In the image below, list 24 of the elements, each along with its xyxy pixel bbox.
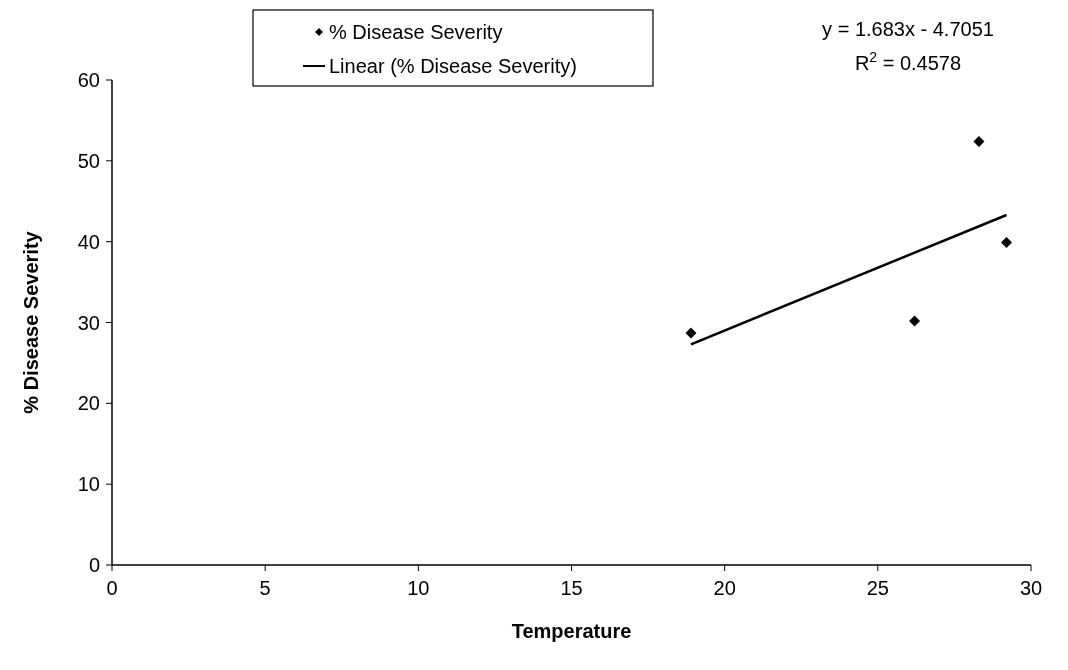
x-tick-label: 25 [866, 577, 889, 599]
x-tick-label: 15 [560, 577, 583, 599]
x-tick-label: 5 [259, 577, 271, 599]
x-axis-title: Temperature [511, 620, 632, 642]
legend-label: % Disease Severity [329, 21, 503, 43]
point [685, 327, 697, 339]
y-tick-label: 50 [77, 149, 100, 172]
y-tick-label: 60 [77, 69, 100, 91]
y-tick-label: 30 [77, 311, 100, 334]
text: y = 1.683x - 4.7051 [822, 18, 994, 40]
y-tick-label: 0 [88, 554, 100, 576]
y-tick-label: 20 [77, 392, 100, 415]
x-tick-label: 10 [407, 577, 430, 599]
y-tick-label: 10 [77, 473, 100, 496]
x-tick-label: 30 [1019, 577, 1043, 599]
y-tick-label: 40 [77, 230, 100, 253]
x-tick-label: 20 [713, 577, 736, 599]
text: R$^{2}$ = 0.4578 [854, 49, 962, 74]
point [909, 315, 921, 327]
x-tick-label: 0 [106, 577, 118, 599]
point [1000, 236, 1012, 248]
legend-label: Linear (% Disease Severity) [329, 55, 577, 77]
point [973, 135, 985, 147]
y-axis-title: % Disease Severity [20, 230, 42, 414]
